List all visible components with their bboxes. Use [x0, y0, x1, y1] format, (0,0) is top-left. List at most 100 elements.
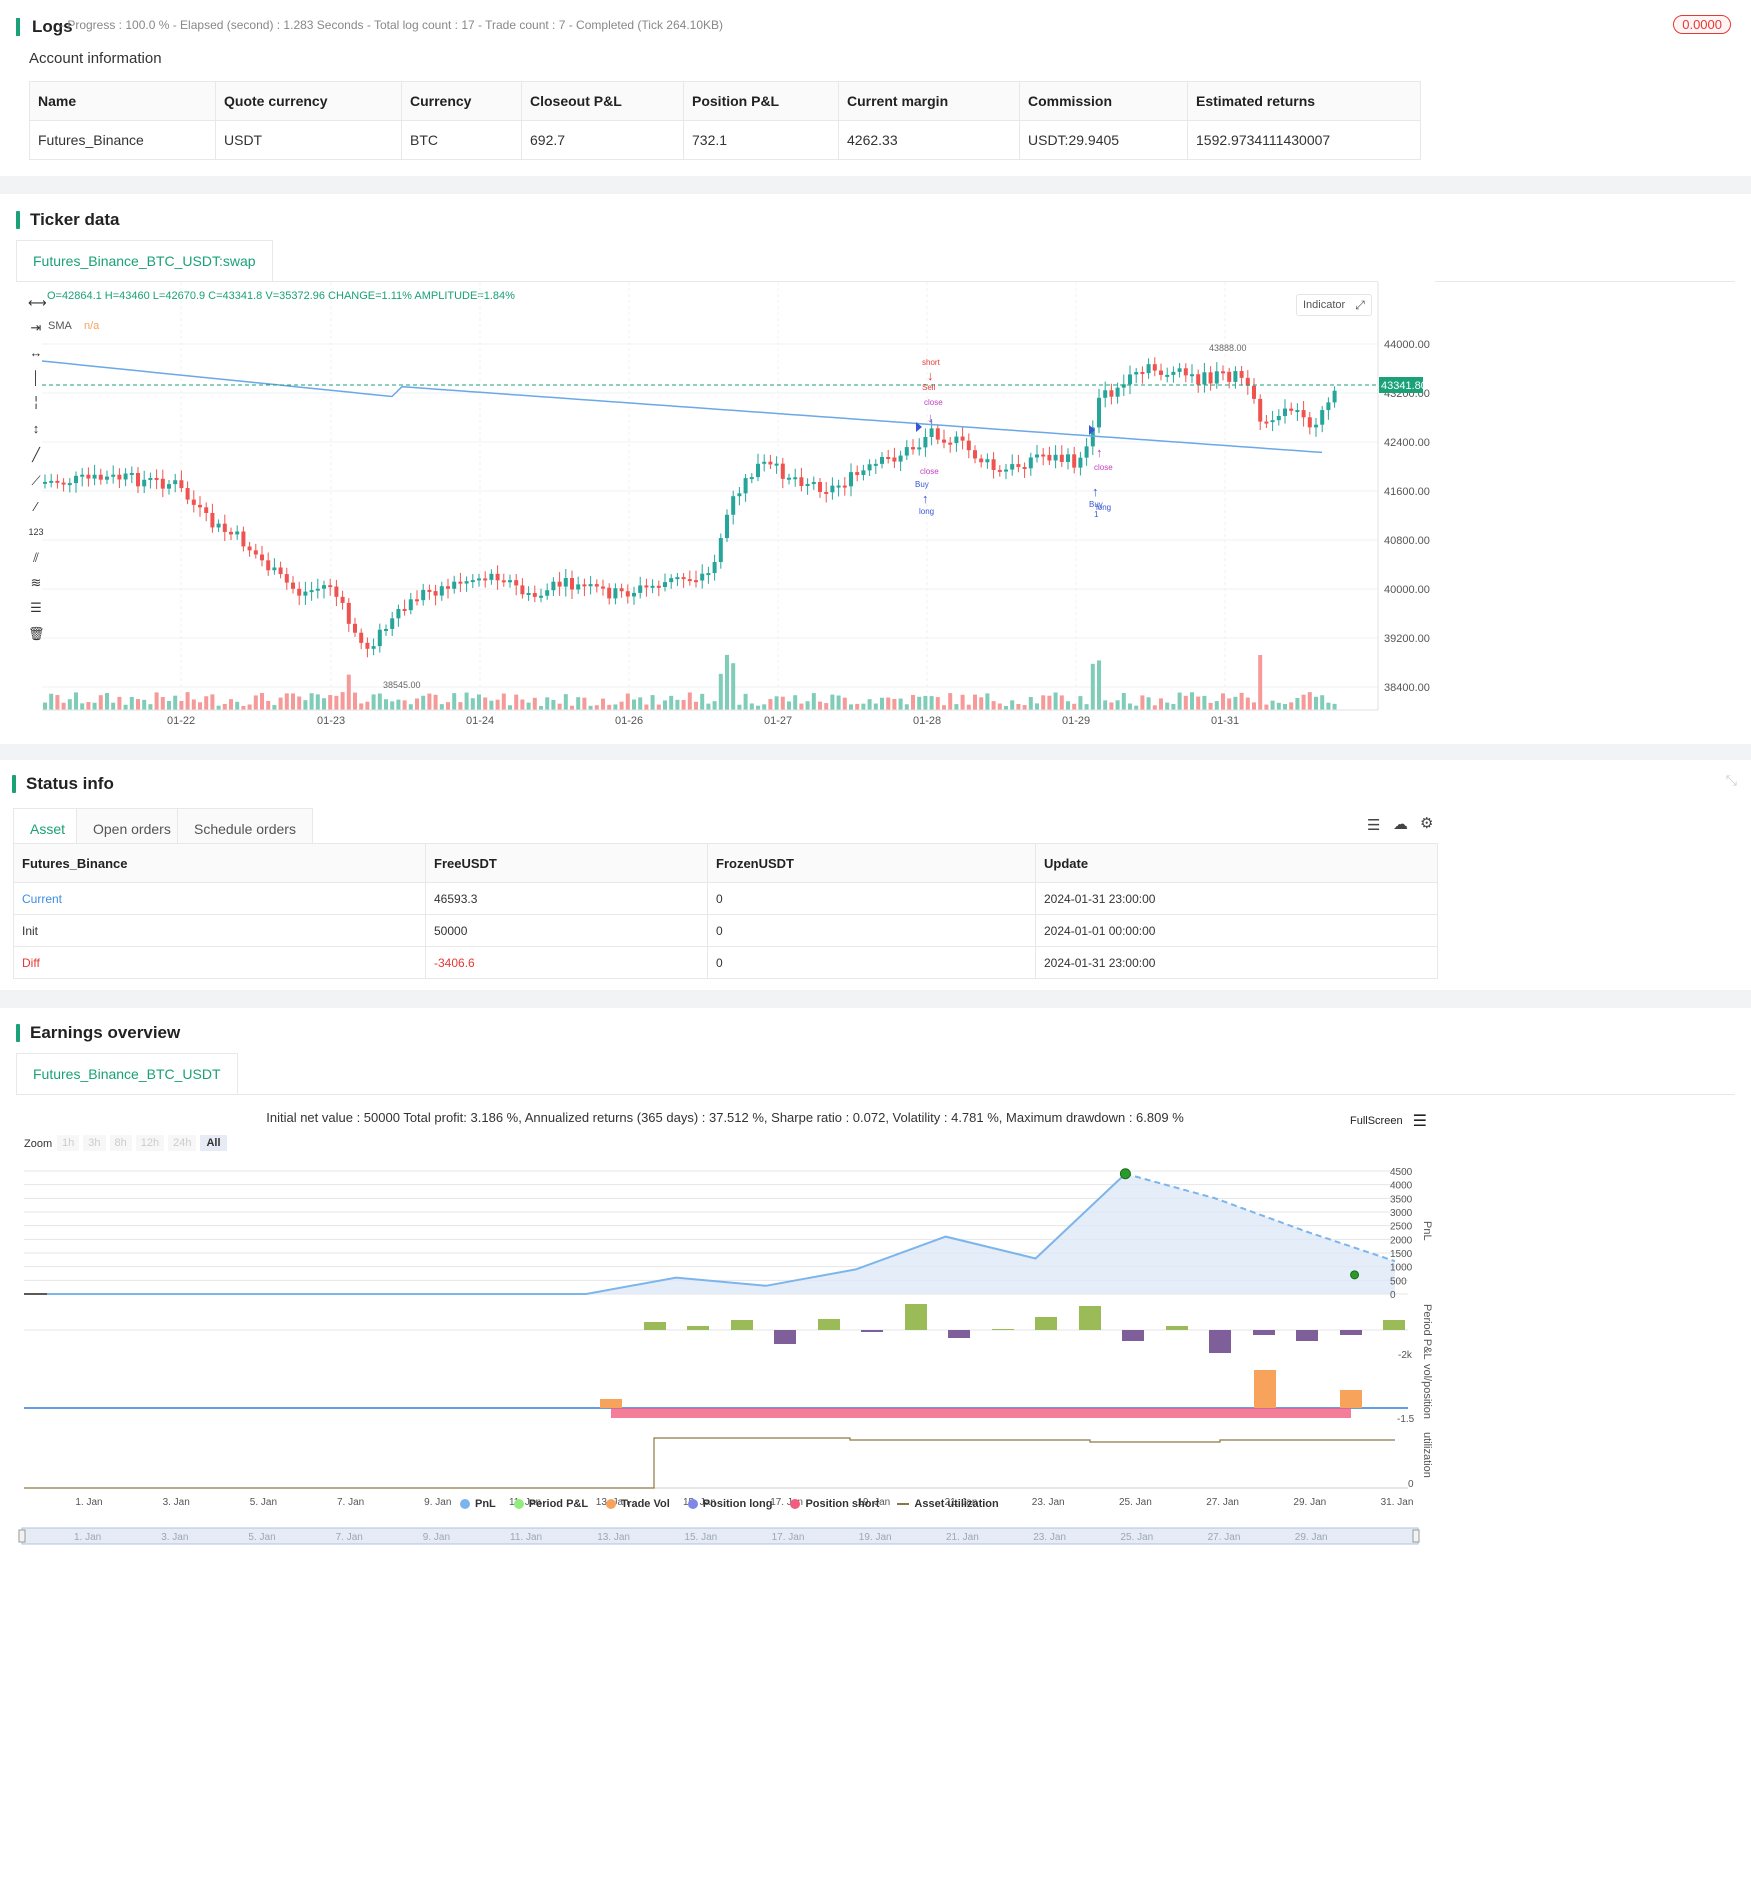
arrow-up-icon: ↑	[1092, 484, 1099, 499]
volume-bar	[979, 697, 984, 710]
candle	[873, 463, 878, 466]
tab-asset[interactable]: Asset	[13, 808, 83, 849]
volume-bar	[532, 697, 537, 710]
extended-line-icon[interactable]: ↔	[29, 345, 43, 360]
volume-bar	[948, 693, 953, 710]
legend-item[interactable]: Trade Vol	[606, 1498, 670, 1510]
logs-badge[interactable]: 0.0000	[1673, 15, 1731, 34]
candle	[427, 589, 432, 592]
volume-bar	[774, 696, 779, 710]
candle	[222, 523, 227, 532]
gear-icon[interactable]: ⚙	[1420, 815, 1434, 832]
arrow-up-icon: ↑	[1096, 445, 1103, 460]
vertical-line-icon[interactable]: │	[31, 370, 41, 385]
vertical-segment-icon[interactable]: ╎	[32, 395, 40, 410]
date-tick: 15. Jan	[683, 1497, 716, 1508]
volume-bar	[619, 701, 624, 710]
candle	[1035, 454, 1039, 458]
zoom-3h[interactable]: 3h	[83, 1135, 106, 1151]
period-bar	[731, 1320, 753, 1330]
legend-marker-icon	[897, 1503, 910, 1505]
tab-schedule-orders[interactable]: Schedule orders	[177, 808, 313, 849]
fullscreen-button[interactable]: FullScreen ☰	[1350, 1111, 1427, 1131]
volume-bar	[439, 704, 444, 710]
legend-item[interactable]: Period P&L	[513, 1498, 588, 1510]
period-bar	[1079, 1306, 1101, 1330]
candle	[700, 573, 705, 581]
candle	[948, 442, 953, 445]
candle	[706, 573, 711, 576]
earnings-chart[interactable]: 4500 4000 3500 3000 2500 2000 1500 1000 500 0 -2k…	[0, 1008, 1751, 1892]
volume-bar	[1171, 704, 1176, 710]
volume-bar	[1227, 698, 1232, 710]
trend-line-icon[interactable]: ╱	[32, 447, 40, 462]
volume-bar	[470, 698, 475, 710]
legend-item[interactable]: Position long	[687, 1498, 772, 1510]
candle	[1041, 454, 1046, 457]
zoom-8h[interactable]: 8h	[109, 1135, 132, 1151]
expand-icon[interactable]: ⤢	[1355, 298, 1365, 312]
volume-bar	[1004, 705, 1008, 710]
volume-bar	[1214, 701, 1219, 710]
table-cell: 2024-01-31 23:00:00	[1035, 946, 1438, 979]
volume-bar	[154, 692, 159, 710]
candle	[1190, 374, 1194, 377]
price-label-icon[interactable]: 123	[28, 527, 44, 537]
navigator-handle-left[interactable]	[18, 1529, 26, 1543]
candle	[650, 585, 655, 588]
zoom-24h[interactable]: 24h	[168, 1135, 197, 1151]
candle	[1121, 384, 1126, 388]
earnings-tab[interactable]: Futures_Binance_BTC_USDT	[16, 1053, 238, 1094]
volume-bar	[291, 693, 295, 710]
volume-bar	[811, 693, 816, 710]
volume-bar	[1047, 695, 1052, 710]
candle	[489, 573, 494, 580]
candle	[644, 585, 649, 588]
zoom-all[interactable]: All	[200, 1135, 227, 1151]
candle	[123, 473, 128, 480]
legend-marker-icon	[513, 1499, 524, 1509]
fib-levels-icon[interactable]: ☰	[30, 600, 42, 615]
hamburger-menu-icon[interactable]: ☰	[1412, 1113, 1427, 1130]
candle	[1165, 374, 1170, 377]
candle	[43, 481, 47, 484]
cloud-download-icon[interactable]: ☁	[1393, 816, 1408, 833]
fib-lines-icon[interactable]: ≋	[30, 575, 42, 590]
zoom-12h[interactable]: 12h	[135, 1135, 165, 1151]
vertical-arrow-icon[interactable]: ↕	[32, 421, 40, 436]
candle	[743, 478, 748, 494]
volume-bar	[123, 704, 128, 710]
pnl-tick: 1500	[1390, 1249, 1413, 1260]
navigator-handle-right[interactable]	[1412, 1529, 1420, 1543]
ray-line-icon[interactable]: ⟋	[31, 473, 41, 488]
segment-icon[interactable]: ⁄	[34, 499, 38, 514]
volume-bar	[377, 693, 382, 710]
candle	[272, 567, 277, 571]
volume-bar	[272, 705, 277, 710]
volume-bar	[1314, 696, 1318, 710]
tab-open-orders[interactable]: Open orders	[76, 808, 188, 849]
table-row: Current 46593.3 0 2024-01-31 23:00:00	[13, 882, 1438, 915]
volume-bar	[1233, 696, 1238, 710]
legend-item[interactable]: Asset utilization	[897, 1498, 999, 1510]
volume-bar	[632, 699, 636, 710]
ticker-tab[interactable]: Futures_Binance_BTC_USDT:swap	[16, 240, 273, 281]
parallel-channel-icon[interactable]: ⫽	[33, 550, 39, 565]
horizontal-line-icon[interactable]: ⟷	[28, 295, 47, 310]
legend-item[interactable]: PnL	[460, 1498, 496, 1510]
date-tick: 9. Jan	[424, 1497, 451, 1508]
volume-bar	[384, 699, 388, 710]
list-view-icon[interactable]: ☰	[1367, 817, 1381, 834]
zoom-1h[interactable]: 1h	[57, 1135, 80, 1151]
candle	[1022, 467, 1027, 470]
candlestick-chart[interactable]: 44000.0043200.0042400.0041600.0040800.00…	[0, 194, 1751, 744]
marker-sell: Sell	[922, 383, 936, 392]
candle	[328, 585, 333, 588]
legend-item[interactable]: Position short	[790, 1498, 879, 1510]
indicator-button[interactable]: Indicator ⤢	[1296, 294, 1372, 316]
volume-bar	[402, 700, 407, 710]
collapse-icon[interactable]: ⤡	[1725, 772, 1737, 788]
volume-bar	[433, 694, 438, 710]
trash-icon[interactable]: 🗑	[28, 626, 45, 641]
horizontal-ray-icon[interactable]: ⇥	[30, 320, 42, 335]
